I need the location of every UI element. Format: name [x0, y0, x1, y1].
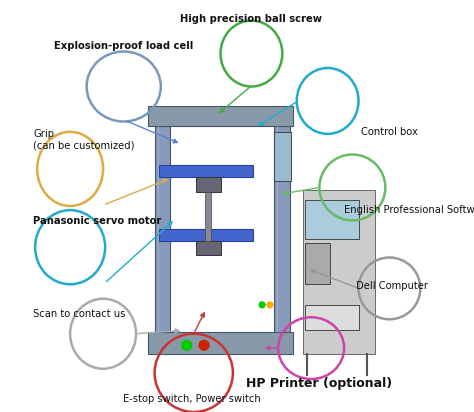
Bar [305, 305, 358, 330]
Bar [196, 241, 220, 255]
Text: Control box: Control box [361, 127, 418, 137]
Circle shape [267, 302, 273, 308]
Bar [159, 165, 254, 177]
Circle shape [199, 340, 209, 350]
Circle shape [259, 302, 265, 308]
Bar [148, 106, 292, 126]
Bar [274, 126, 290, 332]
Text: E-stop switch, Power switch: E-stop switch, Power switch [123, 394, 261, 404]
Text: HP Printer (optional): HP Printer (optional) [246, 377, 392, 390]
Bar [196, 177, 220, 192]
Text: English Professional Software: English Professional Software [344, 205, 474, 215]
Bar [305, 200, 358, 239]
Circle shape [182, 340, 191, 350]
Bar [303, 190, 375, 354]
Text: Dell Computer: Dell Computer [356, 281, 428, 291]
Bar [155, 126, 170, 332]
Text: Panasonic servo motor: Panasonic servo motor [33, 216, 162, 226]
Text: Scan to contact us: Scan to contact us [33, 309, 126, 319]
Bar [274, 132, 292, 181]
Text: High precision ball screw: High precision ball screw [181, 14, 322, 24]
Bar [205, 192, 211, 241]
Bar [305, 243, 330, 284]
Text: Explosion-proof load cell: Explosion-proof load cell [54, 41, 193, 51]
Bar [148, 332, 292, 354]
Bar [159, 229, 254, 241]
Text: Grip
(can be customized): Grip (can be customized) [33, 129, 135, 151]
